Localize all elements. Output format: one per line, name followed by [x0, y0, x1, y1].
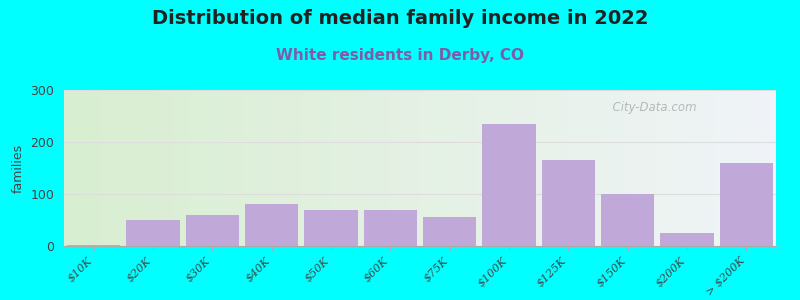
Bar	[186, 215, 239, 246]
Bar	[423, 218, 476, 246]
Text: City-Data.com: City-Data.com	[605, 101, 697, 114]
Bar	[364, 210, 417, 246]
Bar	[482, 124, 536, 246]
Text: White residents in Derby, CO: White residents in Derby, CO	[276, 48, 524, 63]
Bar	[245, 204, 298, 246]
Bar	[126, 220, 180, 246]
Bar	[601, 194, 654, 246]
Y-axis label: families: families	[12, 143, 25, 193]
Text: Distribution of median family income in 2022: Distribution of median family income in …	[152, 9, 648, 28]
Bar	[720, 163, 773, 246]
Bar	[304, 210, 358, 246]
Bar	[542, 160, 595, 246]
Bar	[67, 245, 120, 246]
Bar	[660, 233, 714, 246]
